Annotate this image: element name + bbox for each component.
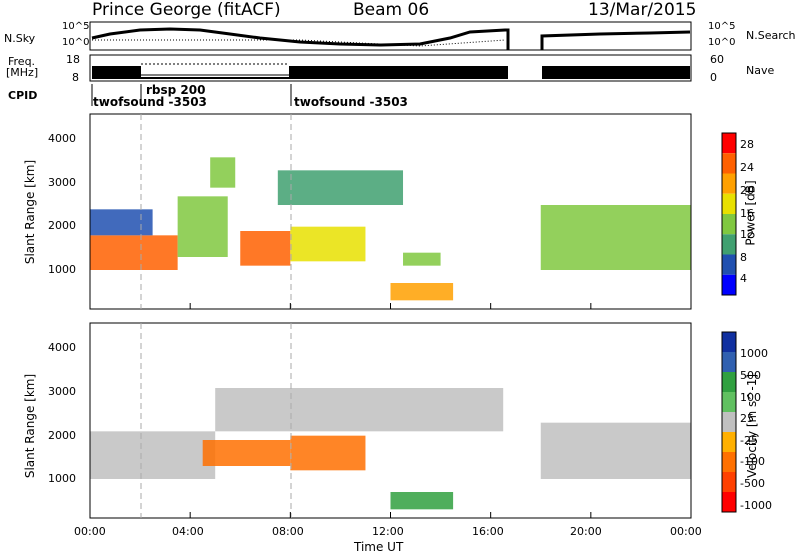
power-ytick-1000: 1000 bbox=[48, 263, 76, 276]
power-cb-4: 4 bbox=[740, 272, 747, 285]
power-cb-swatch-6 bbox=[722, 254, 736, 275]
power-cb-16: 16 bbox=[740, 207, 754, 220]
data-region-9 bbox=[540, 205, 691, 270]
velocity-ytick-1000: 1000 bbox=[48, 472, 76, 485]
power-ytick-4000: 4000 bbox=[48, 132, 76, 145]
power-cb-swatch-5 bbox=[722, 234, 736, 255]
cpid-label: CPID bbox=[8, 89, 38, 102]
velocity-colorbar-frame bbox=[721, 331, 737, 513]
vel-cb-m25: -25 bbox=[740, 434, 758, 447]
data-region-5 bbox=[540, 422, 691, 479]
power-cb-swatch-0 bbox=[722, 133, 736, 154]
power-cb-swatch-7 bbox=[722, 274, 736, 295]
vel-cb-swatch-8 bbox=[722, 492, 736, 512]
nave-tick-top: 60 bbox=[710, 53, 724, 66]
nsky-tick-top: 10^5 bbox=[62, 21, 90, 32]
power-cb-8: 8 bbox=[740, 251, 747, 264]
vel-cb-m1000: -1000 bbox=[740, 499, 772, 512]
power-colorbar bbox=[722, 133, 736, 295]
power-cb-swatch-1 bbox=[722, 153, 736, 174]
data-region-1 bbox=[90, 209, 153, 236]
data-region-0 bbox=[90, 431, 216, 479]
cpid-segment-2: rbsp 200 bbox=[146, 83, 206, 97]
power-cb-swatch-2 bbox=[722, 173, 736, 194]
cpid-segment-1: twofsound -3503 bbox=[93, 95, 207, 109]
vel-cb-m500: -500 bbox=[740, 477, 765, 490]
vel-cb-swatch-6 bbox=[722, 452, 736, 472]
velocity-colorbar bbox=[722, 332, 736, 512]
vel-cb-swatch-5 bbox=[722, 432, 736, 452]
data-region-2 bbox=[290, 435, 366, 471]
nave-tick-bottom: 0 bbox=[710, 71, 717, 84]
x-tick-marks bbox=[89, 303, 692, 518]
xtick-5: 20:00 bbox=[570, 525, 602, 538]
noise-panel-frame bbox=[89, 21, 692, 51]
data-region-7 bbox=[403, 252, 441, 266]
nsearch-tick-top: 10^5 bbox=[708, 21, 736, 32]
power-cb-24: 24 bbox=[740, 161, 754, 174]
power-data bbox=[90, 157, 691, 301]
vel-cb-1000: 1000 bbox=[740, 347, 768, 360]
data-region-6 bbox=[277, 170, 404, 205]
freq-tick-bottom: 8 bbox=[72, 71, 79, 84]
data-region-0 bbox=[90, 235, 178, 270]
nsearch-label: N.Search bbox=[746, 29, 796, 42]
velocity-ytick-3000: 3000 bbox=[48, 385, 76, 398]
data-region-4 bbox=[390, 492, 454, 510]
cpid-segment-3: twofsound -3503 bbox=[294, 95, 408, 109]
freq-panel-frame bbox=[89, 54, 692, 82]
xaxis-label: Time UT bbox=[354, 540, 404, 554]
power-cb-swatch-3 bbox=[722, 193, 736, 214]
date-label: 13/Mar/2015 bbox=[588, 0, 697, 20]
data-region-3 bbox=[215, 388, 504, 432]
freq-bars-2 bbox=[542, 66, 690, 79]
station-title: Prince George (fitACF) bbox=[92, 0, 281, 20]
power-cb-28: 28 bbox=[740, 138, 754, 151]
data-region-2 bbox=[177, 196, 228, 257]
nsky-tick-bottom: 10^0 bbox=[62, 37, 90, 48]
vel-cb-500: 500 bbox=[740, 369, 761, 382]
velocity-ytick-2000: 2000 bbox=[48, 429, 76, 442]
vel-cb-swatch-7 bbox=[722, 472, 736, 492]
noise-sky-trace bbox=[91, 27, 510, 50]
vel-cb-swatch-3 bbox=[722, 392, 736, 412]
nsky-label: N.Sky bbox=[4, 32, 36, 45]
power-ytick-3000: 3000 bbox=[48, 176, 76, 189]
velocity-ytick-4000: 4000 bbox=[48, 341, 76, 354]
vel-cb-25: 25 bbox=[740, 412, 754, 425]
freq-label-line2: [MHz] bbox=[6, 66, 39, 79]
noise-sky-trace-2 bbox=[540, 30, 691, 50]
vel-cb-swatch-1 bbox=[722, 352, 736, 372]
vel-cb-swatch-0 bbox=[722, 332, 736, 352]
data-region-3 bbox=[210, 157, 236, 188]
xtick-0: 00:00 bbox=[74, 525, 106, 538]
power-cb-swatch-4 bbox=[722, 214, 736, 235]
data-region-5 bbox=[290, 226, 366, 262]
nsearch-tick-bottom: 10^0 bbox=[708, 37, 736, 48]
nave-label: Nave bbox=[746, 64, 775, 77]
velocity-data bbox=[90, 388, 691, 510]
freq-label-line1: Freq. bbox=[8, 55, 36, 68]
vel-cb-m100: -100 bbox=[740, 455, 765, 468]
beam-label: Beam 06 bbox=[353, 0, 430, 20]
power-cb-12: 12 bbox=[740, 228, 754, 241]
xtick-3: 12:00 bbox=[372, 525, 404, 538]
data-region-8 bbox=[390, 283, 454, 301]
vel-cb-swatch-2 bbox=[722, 372, 736, 392]
vel-cb-100: 100 bbox=[740, 391, 761, 404]
xtick-6: 00:00 bbox=[670, 525, 702, 538]
freq-blank bbox=[141, 63, 289, 77]
power-colorbar-frame bbox=[721, 132, 737, 296]
vel-cb-swatch-4 bbox=[722, 412, 736, 432]
xtick-1: 04:00 bbox=[172, 525, 204, 538]
xtick-4: 16:00 bbox=[472, 525, 504, 538]
data-region-4 bbox=[240, 231, 291, 266]
freq-tick-top: 18 bbox=[66, 53, 80, 66]
power-cb-20: 20 bbox=[740, 184, 754, 197]
data-region-1 bbox=[202, 440, 291, 466]
xtick-2: 08:00 bbox=[272, 525, 304, 538]
power-ytick-2000: 2000 bbox=[48, 219, 76, 232]
